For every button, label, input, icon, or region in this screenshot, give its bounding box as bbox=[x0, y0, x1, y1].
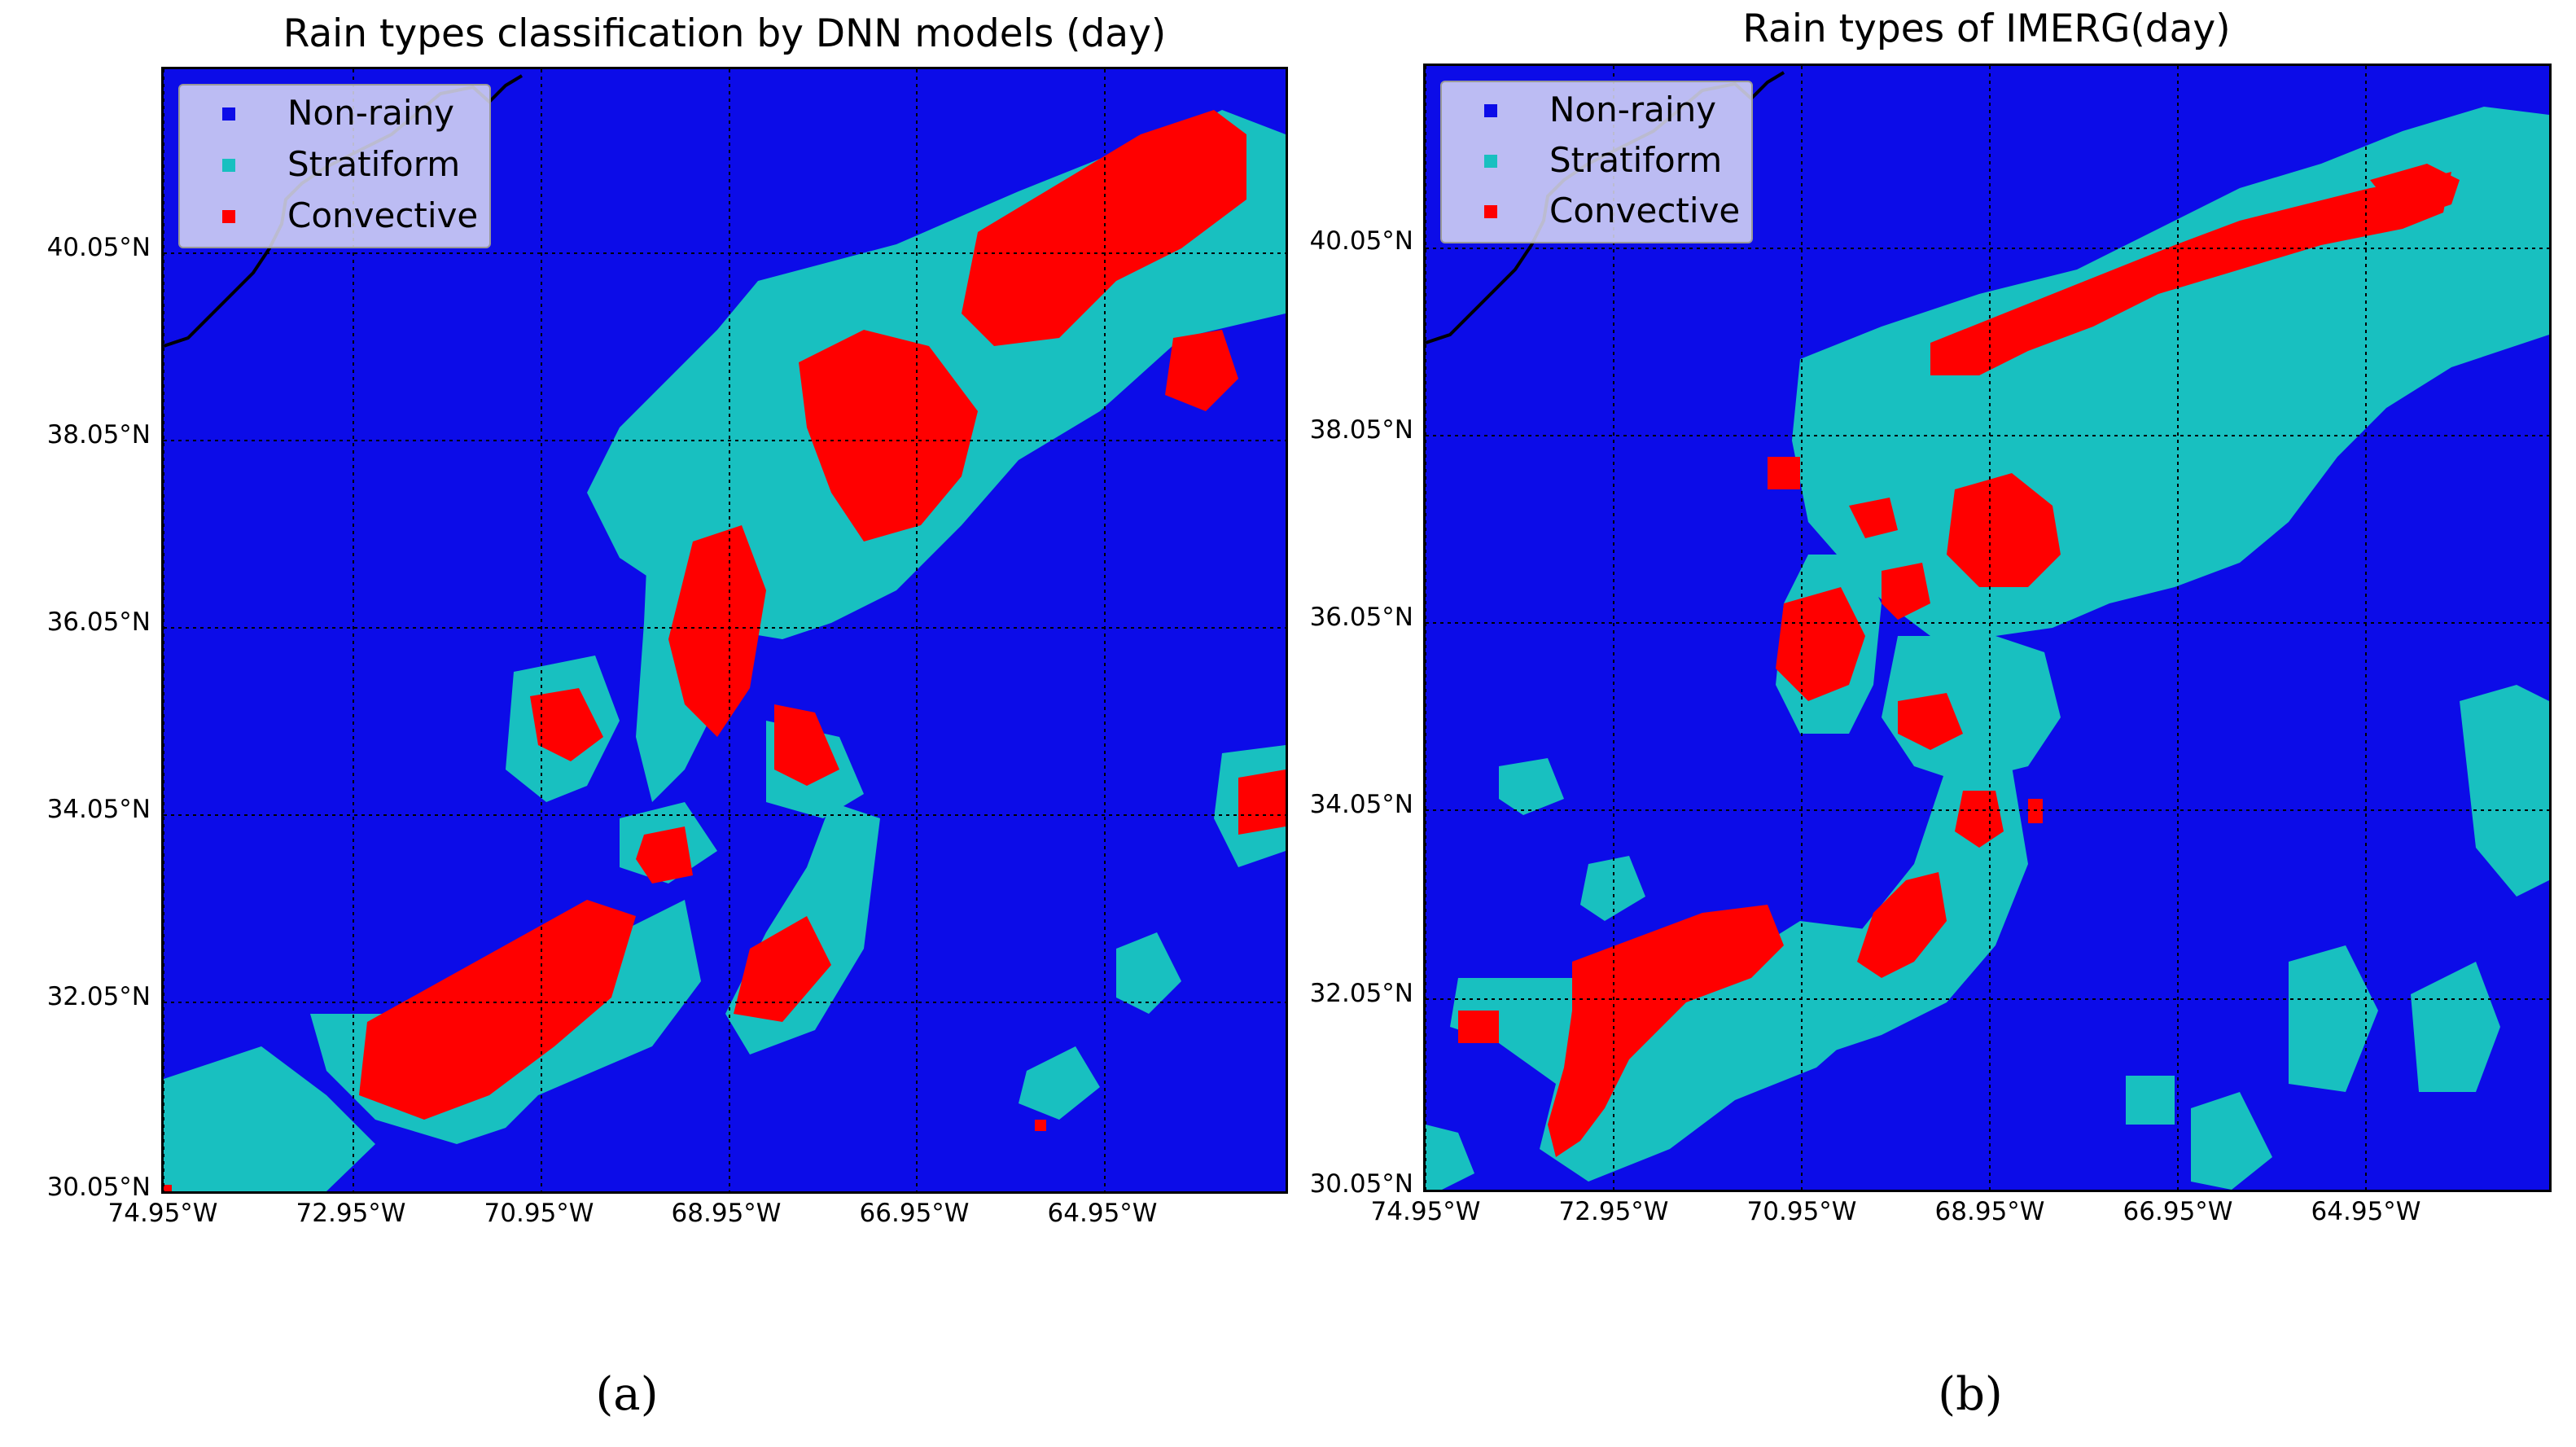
stratiform-swatch bbox=[1484, 155, 1497, 168]
stratiform-area bbox=[2126, 1076, 2175, 1125]
lon-label: 72.95°W bbox=[1558, 1197, 1669, 1226]
lat-label: 36.05°N bbox=[46, 607, 151, 637]
panel-a-rain-field bbox=[164, 69, 1286, 1191]
lon-label: 72.95°W bbox=[296, 1199, 406, 1228]
convective-area bbox=[1857, 872, 1947, 978]
lat-label: 38.05°N bbox=[1309, 415, 1413, 445]
stratiform-area bbox=[2289, 945, 2378, 1092]
convective-swatch bbox=[1484, 205, 1497, 218]
panel-b-caption: (b) bbox=[1938, 1368, 2003, 1421]
lon-label: 64.95°W bbox=[2311, 1197, 2421, 1226]
convective-area bbox=[2370, 164, 2460, 221]
stratiform-area bbox=[1019, 1046, 1100, 1120]
convective-area bbox=[1849, 498, 1898, 538]
stratiform-area bbox=[2191, 1092, 2272, 1190]
panel-a-map: Non-rainy Stratiform Convective bbox=[161, 67, 1288, 1194]
lat-label: 36.05°N bbox=[1309, 603, 1413, 632]
lon-label: 68.95°W bbox=[1934, 1197, 2045, 1226]
panel-a-legend: Non-rainy Stratiform Convective bbox=[178, 84, 491, 248]
panel-a-caption: (a) bbox=[595, 1368, 659, 1421]
lon-label: 74.95°W bbox=[107, 1199, 218, 1228]
non-rainy-swatch bbox=[1484, 104, 1497, 117]
convective-pixel bbox=[164, 1185, 172, 1191]
lat-label: 38.05°N bbox=[46, 420, 151, 449]
convective-area bbox=[1930, 172, 2451, 375]
panel-b-map: Non-rainy Stratiform Convective bbox=[1423, 64, 2552, 1192]
convective-area bbox=[359, 900, 636, 1120]
stratiform-area bbox=[2411, 962, 2500, 1092]
convective-area bbox=[1548, 905, 1784, 1157]
lat-label: 32.05°N bbox=[1309, 979, 1413, 1008]
lat-label: 34.05°N bbox=[1309, 790, 1413, 819]
lat-label: 40.05°N bbox=[1309, 226, 1413, 256]
lon-label: 66.95°W bbox=[859, 1199, 970, 1228]
convective-area bbox=[1882, 563, 1930, 620]
convective-area bbox=[734, 916, 831, 1022]
panel-b-title: Rain types of IMERG(day) bbox=[1742, 7, 2231, 51]
stratiform-area bbox=[2460, 685, 2549, 897]
stratiform-swatch bbox=[222, 159, 235, 172]
lat-label: 30.05°N bbox=[46, 1173, 151, 1202]
panel-b-legend: Non-rainy Stratiform Convective bbox=[1440, 81, 1753, 243]
convective-area bbox=[1955, 791, 2004, 848]
convective-area bbox=[1458, 1011, 1499, 1043]
lon-label: 70.95°W bbox=[484, 1199, 594, 1228]
convective-swatch bbox=[222, 210, 235, 223]
lon-label: 64.95°W bbox=[1047, 1199, 1158, 1228]
lat-label: 34.05°N bbox=[46, 795, 151, 824]
panel-b-rain-field bbox=[1426, 66, 2549, 1190]
convective-pixel bbox=[1035, 1120, 1046, 1131]
convective-area bbox=[1768, 457, 1800, 489]
convective-area bbox=[1898, 693, 1963, 750]
convective-area bbox=[1165, 330, 1238, 411]
lat-label: 40.05°N bbox=[46, 233, 151, 262]
convective-area bbox=[774, 704, 839, 786]
stratiform-area bbox=[164, 1046, 375, 1191]
convective-area bbox=[1238, 770, 1286, 835]
lat-label: 32.05°N bbox=[46, 982, 151, 1011]
legend-label: Convective bbox=[287, 195, 479, 235]
stratiform-area bbox=[1426, 1125, 1474, 1190]
stratiform-area bbox=[1116, 932, 1181, 1014]
convective-area bbox=[1947, 473, 2061, 587]
legend-label: Stratiform bbox=[1549, 140, 1723, 180]
legend-label: Convective bbox=[1549, 191, 1741, 230]
non-rainy-swatch bbox=[222, 107, 235, 121]
panel-a-title: Rain types classification by DNN models … bbox=[283, 11, 1167, 56]
lon-label: 70.95°W bbox=[1746, 1197, 1857, 1226]
stratiform-area bbox=[1499, 758, 1564, 815]
convective-area bbox=[636, 827, 693, 884]
convective-area bbox=[1776, 587, 1865, 701]
convective-area bbox=[799, 330, 978, 542]
lat-label: 30.05°N bbox=[1309, 1169, 1413, 1199]
legend-label: Non-rainy bbox=[1549, 90, 1717, 129]
convective-area bbox=[530, 688, 603, 761]
convective-area bbox=[962, 110, 1246, 346]
convective-area bbox=[668, 525, 766, 737]
lon-label: 68.95°W bbox=[671, 1199, 782, 1228]
lon-label: 74.95°W bbox=[1370, 1197, 1481, 1226]
lon-label: 66.95°W bbox=[2123, 1197, 2233, 1226]
legend-label: Stratiform bbox=[287, 144, 461, 184]
legend-label: Non-rainy bbox=[287, 93, 455, 133]
